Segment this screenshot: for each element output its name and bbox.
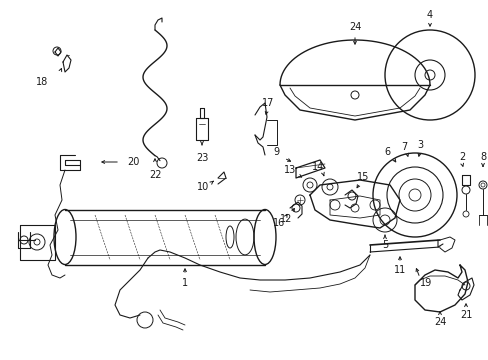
Text: 19: 19 — [419, 278, 431, 288]
Text: 11: 11 — [393, 265, 406, 275]
Text: 6: 6 — [383, 147, 389, 157]
Text: 14: 14 — [311, 162, 324, 172]
Text: 8: 8 — [479, 152, 485, 162]
Text: 7: 7 — [400, 142, 407, 152]
Text: 5: 5 — [381, 240, 387, 250]
Text: 21: 21 — [459, 310, 471, 320]
Text: 23: 23 — [195, 153, 208, 163]
Text: 10: 10 — [197, 182, 209, 192]
Text: 4: 4 — [426, 10, 432, 20]
Text: 24: 24 — [433, 317, 445, 327]
Text: 12: 12 — [279, 214, 292, 224]
Text: 9: 9 — [272, 147, 279, 157]
Text: 15: 15 — [356, 172, 368, 182]
Text: 16: 16 — [272, 218, 285, 228]
Text: 2: 2 — [458, 152, 464, 162]
Text: 17: 17 — [261, 98, 274, 108]
Text: 20: 20 — [126, 157, 139, 167]
Text: 18: 18 — [36, 77, 48, 87]
Text: 22: 22 — [148, 170, 161, 180]
Text: 1: 1 — [182, 278, 188, 288]
Text: 3: 3 — [416, 140, 422, 150]
Text: 24: 24 — [348, 22, 361, 32]
Text: 13: 13 — [284, 165, 296, 175]
